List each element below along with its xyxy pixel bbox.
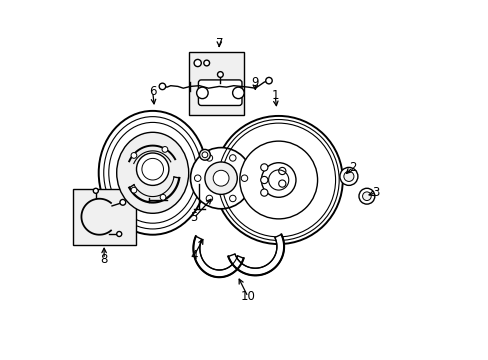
Circle shape (199, 149, 210, 160)
Text: 6: 6 (149, 85, 156, 98)
Circle shape (217, 72, 223, 77)
Circle shape (206, 195, 212, 202)
Circle shape (190, 148, 251, 209)
Text: 2: 2 (348, 161, 356, 174)
Text: 8: 8 (100, 253, 107, 266)
Circle shape (160, 194, 165, 200)
Circle shape (260, 189, 267, 196)
Circle shape (362, 192, 370, 201)
Circle shape (204, 162, 237, 194)
Circle shape (265, 77, 272, 84)
Circle shape (136, 153, 168, 185)
Circle shape (202, 152, 207, 158)
Text: 1: 1 (271, 89, 278, 102)
Circle shape (93, 188, 98, 193)
Circle shape (131, 153, 137, 158)
Circle shape (162, 147, 167, 152)
Polygon shape (228, 234, 284, 275)
Text: 5: 5 (190, 211, 197, 224)
Circle shape (131, 187, 137, 193)
Polygon shape (193, 236, 243, 277)
Text: 9: 9 (251, 76, 259, 89)
Circle shape (206, 155, 212, 161)
Circle shape (339, 167, 357, 185)
Text: 7: 7 (215, 37, 223, 50)
Circle shape (159, 83, 165, 90)
Circle shape (278, 167, 285, 175)
FancyBboxPatch shape (188, 52, 244, 115)
Circle shape (358, 188, 374, 204)
FancyBboxPatch shape (198, 80, 242, 105)
Circle shape (229, 195, 236, 202)
Circle shape (214, 116, 342, 244)
Text: 10: 10 (240, 291, 255, 303)
Circle shape (203, 60, 209, 66)
Circle shape (241, 175, 247, 181)
Circle shape (229, 155, 236, 161)
Ellipse shape (99, 111, 206, 235)
Circle shape (260, 164, 267, 171)
Circle shape (343, 171, 353, 181)
Ellipse shape (117, 132, 188, 213)
Circle shape (260, 176, 267, 184)
Text: 4: 4 (190, 249, 198, 262)
Circle shape (213, 170, 228, 186)
Circle shape (261, 163, 295, 197)
Circle shape (120, 199, 125, 205)
FancyBboxPatch shape (73, 189, 136, 245)
Circle shape (239, 141, 317, 219)
Circle shape (278, 180, 285, 187)
Circle shape (194, 59, 201, 67)
Circle shape (194, 175, 201, 181)
Text: 3: 3 (371, 186, 379, 199)
Circle shape (117, 231, 122, 237)
Circle shape (232, 87, 244, 99)
Circle shape (196, 87, 208, 99)
